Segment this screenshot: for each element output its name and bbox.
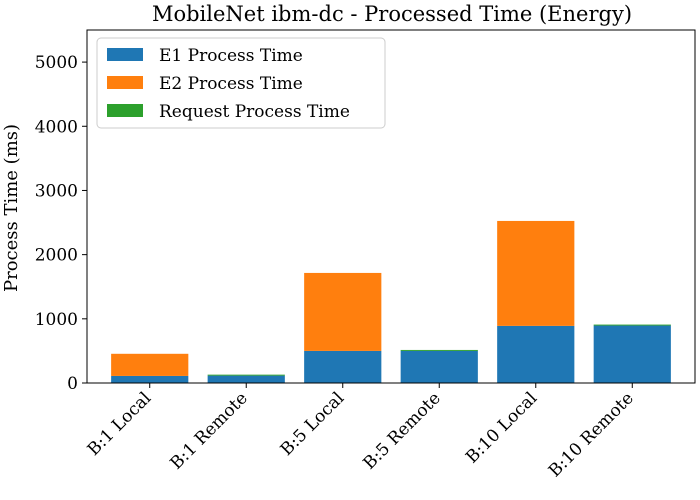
bar-segment-series-1-cat-2 [304,272,382,351]
chart-title: MobileNet ibm-dc - Processed Time (Energ… [152,2,632,26]
y-tick-label: 2000 [35,246,78,266]
legend-swatch [107,48,143,61]
bars [111,220,671,383]
bar-segment-series-0-cat-4 [497,325,575,383]
x-tick-label: B:1 Local [84,388,155,459]
x-tick-label: B:10 Remote [545,388,638,481]
legend-label: Request Process Time [159,102,350,122]
x-tick-label: B:10 Local [462,388,541,467]
bar-segment-series-0-cat-3 [400,350,478,383]
bar-segment-series-2-cat-5 [593,324,671,326]
legend-swatch [107,76,143,89]
bar-segment-series-0-cat-1 [207,375,285,383]
bar-segment-series-0-cat-0 [111,375,189,383]
bar-segment-series-0-cat-5 [593,325,671,383]
bar-segment-series-2-cat-1 [207,374,285,376]
x-axis: B:1 Local B:1 Remote B:5 Local B:5 Remote B:… [84,383,638,481]
y-axis: 0 1000 2000 3000 4000 5000 [35,53,87,394]
legend-label: E1 Process Time [159,46,303,66]
legend: E1 Process Time E2 Process Time Request Pr… [96,37,386,129]
x-tick-label: B:1 Remote [167,388,252,473]
y-tick-label: 5000 [35,53,78,73]
plot-frame [86,29,696,384]
y-tick-label: 1000 [35,310,78,330]
y-axis-label: Process Time (ms) [1,124,22,292]
y-tick-label: 4000 [35,117,78,137]
x-tick-label: B:5 Local [277,388,348,459]
bar-segment-series-0-cat-2 [304,350,382,383]
legend-label: E2 Process Time [159,74,303,94]
bar-segment-series-1-cat-0 [111,353,189,376]
legend-swatch [107,104,143,117]
bar-segment-series-2-cat-3 [400,349,478,351]
y-tick-label: 0 [67,374,78,394]
x-tick-label: B:5 Remote [360,388,445,473]
y-tick-label: 3000 [35,181,78,201]
bar-segment-series-1-cat-4 [497,220,575,326]
legend-box [96,37,386,129]
